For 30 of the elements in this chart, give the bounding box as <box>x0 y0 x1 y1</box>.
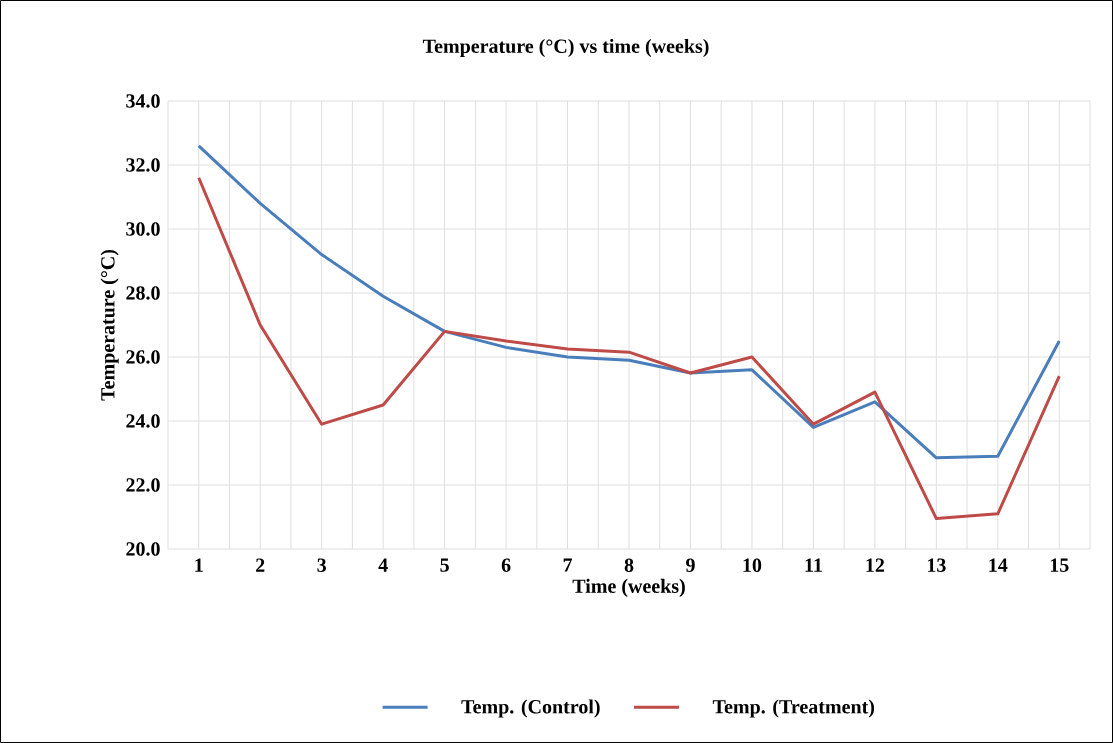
x-tick-label: 12 <box>866 558 885 572</box>
line-series <box>197 176 1061 521</box>
line-series <box>197 144 1061 460</box>
legend-label: Temp. (Control) <box>461 699 600 718</box>
y-tick-label: 24.0 <box>126 414 160 428</box>
x-tick-label: 11 <box>805 558 822 572</box>
legend-label: Temp. (Treatment) <box>712 699 875 718</box>
x-tick-label: 10 <box>743 558 762 573</box>
x-tick-label: 4 <box>378 558 388 572</box>
y-tick-label: 32.0 <box>126 158 160 172</box>
x-tick-label: 3 <box>317 558 326 572</box>
x-tick-label: 8 <box>624 558 634 573</box>
y-tick-label: 20.0 <box>126 542 160 556</box>
x-tick-label: 7 <box>563 558 573 572</box>
x-tick-label: 9 <box>686 558 695 572</box>
y-axis-title: Temperature (°C) <box>100 249 119 401</box>
x-tick-label: 15 <box>1050 558 1069 572</box>
x-tick-label: 1 <box>195 558 203 572</box>
y-tick-label: 26.0 <box>126 350 160 364</box>
chart-title: Temperature (°C) vs time (weeks) <box>422 38 709 58</box>
x-tick-label: 2 <box>256 558 265 572</box>
y-tick-label: 34.0 <box>126 94 160 108</box>
y-tick-label: 28.0 <box>126 286 160 300</box>
x-tick-label: 5 <box>440 558 449 572</box>
y-tick-label: 30.0 <box>126 222 160 236</box>
x-axis-title: Time (weeks) <box>572 578 685 597</box>
y-tick-label: 22.0 <box>126 478 160 492</box>
x-tick-label: 13 <box>927 558 946 572</box>
x-tick-label: 6 <box>501 558 511 572</box>
x-tick-label: 14 <box>989 558 1008 572</box>
